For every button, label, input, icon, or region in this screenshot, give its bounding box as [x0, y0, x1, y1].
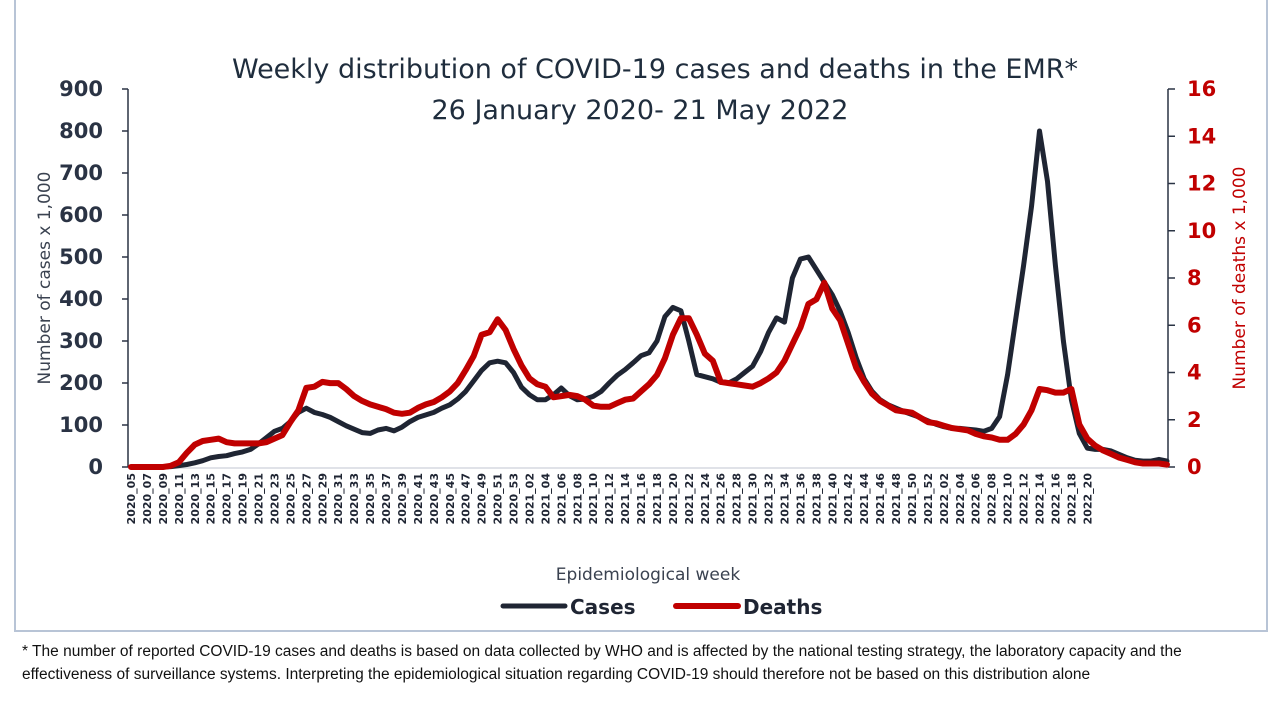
x-tick-label: 2020_25: [284, 473, 297, 524]
x-tick-label: 2020_07: [141, 473, 154, 524]
series-layer: [128, 128, 1170, 470]
y-tick-label: 800: [59, 119, 103, 143]
y2-tick-label: 6: [1187, 313, 1202, 337]
x-tick-label: 2021_24: [699, 473, 712, 525]
x-tick-label: 2021_30: [747, 473, 760, 525]
x-tick-label: 2020_53: [508, 473, 521, 524]
x-tick-label: 2020_11: [173, 473, 186, 524]
y2-tick-label: 2: [1187, 408, 1202, 432]
x-tick-label: 2021_44: [858, 473, 871, 525]
x-tick-label: 2020_37: [380, 473, 393, 524]
series-line-cases: [128, 128, 1170, 470]
x-tick-label: 2020_47: [460, 473, 473, 524]
legend: Cases Deaths: [500, 595, 822, 619]
x-tick-label: 2020_19: [237, 473, 250, 524]
x-tick-label: 2022_20: [1081, 473, 1094, 525]
x-tick-label: 2022_12: [1018, 473, 1031, 524]
series-line-deaths: [128, 279, 1170, 470]
x-tick-label: 2020_29: [316, 473, 329, 524]
y-axis-left: 0 100 200 300 400 500 600 700 800 900: [59, 77, 129, 479]
x-tick-label: 2021_20: [667, 473, 680, 525]
x-tick-label: 2022_06: [970, 473, 983, 525]
y-tick-label: 300: [59, 329, 103, 353]
x-tick-label: 2021_38: [810, 473, 823, 524]
x-tick-label: 2021_02: [523, 473, 536, 524]
x-tick-label: 2021_16: [635, 473, 648, 525]
x-axis: 2020_05 2020_07 2020_09 2020_11 2020_13 2020_…: [125, 467, 1168, 525]
x-tick-label: 2021_26: [715, 473, 728, 525]
chart-title: Weekly distribution of COVID-19 cases an…: [232, 54, 1078, 85]
x-tick-label: 2020_17: [221, 473, 234, 524]
x-tick-label: 2022_08: [986, 473, 999, 524]
y-axis-label: Number of cases x 1,000: [35, 172, 55, 385]
x-tick-label: 2021_42: [842, 473, 855, 524]
x-tick-label: 2020_45: [444, 473, 457, 524]
x-tick-label: 2020_31: [332, 473, 345, 524]
x-tick-label: 2021_18: [651, 473, 664, 524]
x-tick-label: 2021_48: [890, 473, 903, 524]
x-tick-label: 2020_21: [253, 473, 266, 524]
y-tick-label: 600: [59, 203, 103, 227]
y-tick-label: 700: [59, 161, 103, 185]
y2-tick-label: 16: [1187, 77, 1216, 101]
x-tick-label: 2020_15: [205, 473, 218, 524]
x-tick-label: 2022_04: [954, 473, 967, 525]
x-tick-label: 2020_13: [189, 473, 202, 524]
x-tick-label: 2020_23: [268, 473, 281, 524]
footnote: * The number of reported COVID-19 cases …: [22, 643, 1182, 683]
x-tick-label: 2021_40: [826, 473, 839, 525]
x-axis-label: Epidemiological week: [556, 565, 741, 585]
y-tick-label: 200: [59, 371, 103, 395]
x-tick-label: 2020_05: [125, 473, 138, 524]
x-tick-label: 2021_14: [619, 473, 632, 525]
y2-tick-label: 0: [1187, 455, 1202, 479]
x-tick-label: 2020_33: [348, 473, 361, 524]
x-tick-label: 2021_10: [587, 473, 600, 525]
x-tick-label: 2021_28: [731, 473, 744, 524]
x-tick-label: 2021_50: [906, 473, 919, 525]
y-tick-label: 900: [59, 77, 103, 101]
y-tick-label: 100: [59, 413, 103, 437]
x-tick-label: 2022_02: [938, 473, 951, 524]
legend-label-deaths: Deaths: [743, 595, 822, 619]
x-tick-label: 2020_35: [364, 473, 377, 524]
x-tick-label: 2021_06: [555, 473, 568, 525]
chart-svg: Weekly distribution of COVID-19 cases an…: [35, 54, 1250, 619]
y2-tick-label: 4: [1187, 361, 1202, 385]
x-tick-label: 2020_27: [300, 473, 313, 524]
x-tick-label: 2021_32: [763, 473, 776, 524]
y2-tick-label: 12: [1187, 172, 1216, 196]
x-tick-label: 2021_04: [539, 473, 552, 525]
x-tick-label: 2020_49: [476, 473, 489, 524]
x-tick-label: 2021_08: [571, 473, 584, 524]
y-tick-label: 0: [88, 455, 103, 479]
x-tick-label: 2020_41: [412, 473, 425, 524]
x-tick-label: 2021_22: [683, 473, 696, 524]
x-tick-label: 2021_36: [794, 473, 807, 525]
y2-axis-label: Number of deaths x 1,000: [1230, 167, 1250, 390]
legend-label-cases: Cases: [570, 595, 636, 619]
x-tick-label: 2021_46: [874, 473, 887, 525]
x-tick-label: 2022_16: [1049, 473, 1062, 525]
x-tick-label: 2020_43: [428, 473, 441, 524]
x-tick-label: 2021_12: [603, 473, 616, 524]
x-tick-label: 2020_09: [157, 473, 170, 524]
y-tick-label: 400: [59, 287, 103, 311]
chart-subtitle: 26 January 2020- 21 May 2022: [432, 95, 849, 126]
x-tick-label: 2022_14: [1033, 473, 1046, 525]
x-tick-label: 2021_34: [778, 473, 791, 525]
y-axis-right: 0 2 4 6 8 10 12 14 16: [1167, 77, 1216, 479]
y2-tick-label: 8: [1187, 266, 1202, 290]
x-tick-label: 2020_39: [396, 473, 409, 524]
x-tick-label: 2022_10: [1002, 473, 1015, 525]
y2-tick-label: 14: [1187, 124, 1216, 148]
x-tick-label: 2022_18: [1065, 473, 1078, 524]
y-tick-label: 500: [59, 245, 103, 269]
x-tick-label: 2020_51: [492, 473, 505, 524]
y2-tick-label: 10: [1187, 219, 1216, 243]
x-tick-label: 2021_52: [922, 473, 935, 524]
